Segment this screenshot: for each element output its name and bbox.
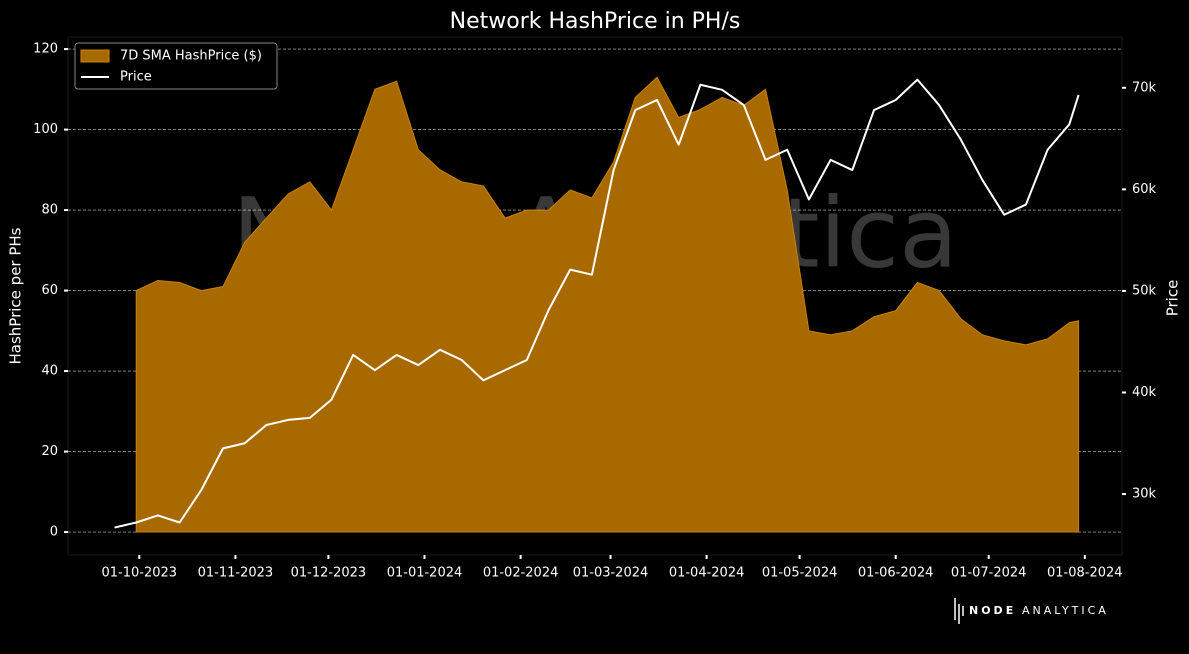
legend: 7D SMA HashPrice ($) Price bbox=[74, 42, 278, 90]
x-tick-label: 01-07-2024 bbox=[951, 566, 1027, 581]
y2-tick-label: 30k bbox=[1132, 487, 1157, 502]
y-tick-label: 20 bbox=[41, 444, 58, 459]
y-tick-label: 60 bbox=[41, 283, 58, 298]
x-tick-label: 01-08-2024 bbox=[1047, 566, 1123, 581]
chart-title: Network HashPrice in PH/s bbox=[450, 9, 741, 34]
y2-tick-label: 50k bbox=[1132, 283, 1157, 298]
plot-frame bbox=[67, 36, 1123, 556]
legend-label: Price bbox=[120, 70, 152, 85]
x-tick-label: 01-10-2023 bbox=[102, 566, 178, 581]
y-tick-label: 40 bbox=[41, 364, 58, 379]
logo: NODE ANALYTICA bbox=[954, 598, 1109, 624]
y-tick-label: 0 bbox=[50, 525, 58, 540]
x-tick-label: 01-06-2024 bbox=[858, 566, 934, 581]
x-tick-label: 01-03-2024 bbox=[573, 566, 649, 581]
logo-bold: NODE bbox=[969, 604, 1016, 617]
y-axis-label: HashPrice per PHs bbox=[7, 227, 25, 364]
x-tick-label: 01-05-2024 bbox=[762, 566, 838, 581]
y-tick-label: 120 bbox=[33, 42, 58, 57]
y-tick-label: 80 bbox=[41, 203, 58, 218]
x-tick-label: 01-01-2024 bbox=[387, 566, 463, 581]
plot bbox=[114, 76, 1080, 533]
x-tick-label: 01-02-2024 bbox=[483, 566, 559, 581]
x-tick-label: 01-12-2023 bbox=[291, 566, 367, 581]
x-tick-label: 01-11-2023 bbox=[198, 566, 274, 581]
legend-swatch bbox=[80, 49, 110, 63]
logo-light: ANALYTICA bbox=[1022, 604, 1109, 617]
x-tick-label: 01-04-2024 bbox=[669, 566, 745, 581]
y2-tick-label: 60k bbox=[1132, 182, 1157, 197]
line bbox=[114, 78, 1080, 529]
area bbox=[135, 76, 1080, 533]
y2-axis-label: Price bbox=[1164, 280, 1182, 317]
legend-label: 7D SMA HashPrice ($) bbox=[120, 49, 262, 64]
legend-box bbox=[74, 42, 278, 90]
y-tick-label: 100 bbox=[33, 122, 58, 137]
y2-tick-label: 40k bbox=[1132, 385, 1157, 400]
y2-tick-label: 70k bbox=[1132, 80, 1157, 95]
